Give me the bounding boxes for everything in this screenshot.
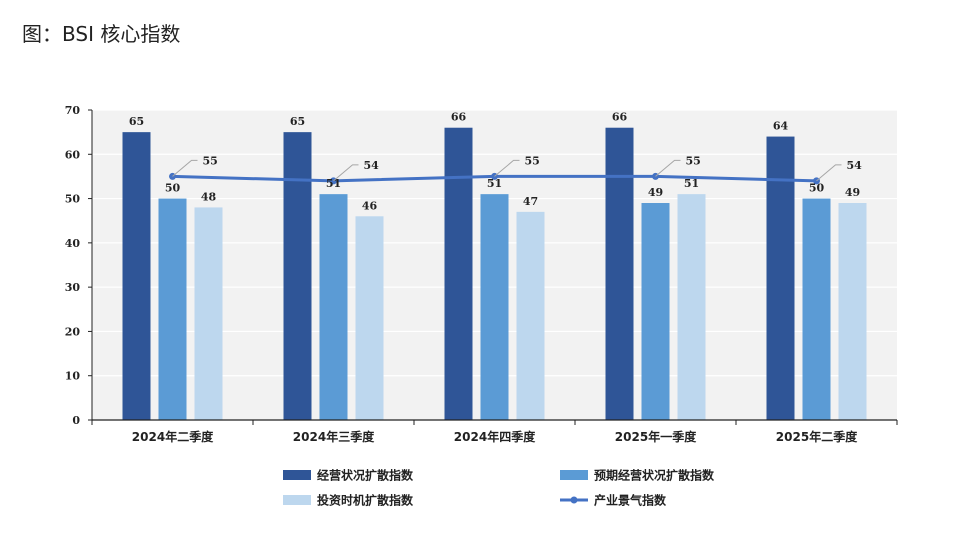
legend-swatch [283, 470, 311, 480]
figure-title: 图：BSI 核心指数 [22, 22, 181, 46]
bar [677, 194, 706, 420]
bar-data-label: 64 [773, 120, 789, 133]
legend-marker [570, 496, 578, 504]
y-tick-label: 0 [72, 414, 80, 427]
line-data-label: 54 [364, 159, 380, 172]
bar-data-label: 51 [326, 177, 341, 190]
line-data-label: 55 [203, 154, 218, 167]
bar-data-label: 51 [684, 177, 699, 190]
bar-data-label: 46 [362, 199, 378, 212]
legend-label: 投资时机扩散指数 [317, 493, 414, 508]
bar-data-label: 51 [487, 177, 502, 190]
y-tick-label: 50 [65, 193, 81, 206]
bar-data-label: 48 [201, 190, 217, 203]
bar-data-label: 47 [523, 195, 538, 208]
bar [480, 194, 509, 420]
x-tick-label: 2024年三季度 [293, 429, 375, 444]
bar [319, 194, 348, 420]
bar [355, 216, 384, 420]
bar [122, 132, 151, 420]
x-tick-label: 2024年二季度 [132, 429, 214, 444]
bar-data-label: 49 [845, 186, 860, 199]
bar [194, 207, 223, 420]
x-tick-label: 2024年四季度 [454, 429, 536, 444]
bar [283, 132, 312, 420]
bar-data-label: 65 [129, 115, 144, 128]
bar [766, 136, 795, 421]
bar [641, 203, 670, 420]
bar [158, 198, 187, 420]
line-data-label: 54 [847, 159, 863, 172]
legend-swatch [560, 470, 588, 480]
bar-data-label: 66 [612, 111, 628, 124]
legend-label: 预期经营状况扩散指数 [594, 468, 715, 483]
leader-line [494, 159, 520, 177]
y-tick-label: 60 [65, 148, 81, 161]
bar-data-label: 50 [165, 182, 181, 195]
bar-data-label: 50 [809, 182, 825, 195]
line-data-label: 55 [525, 154, 540, 167]
leader-line [655, 159, 681, 177]
legend-label: 产业景气指数 [594, 493, 667, 508]
bar [444, 127, 473, 420]
leader-line [333, 164, 359, 182]
line-data-label: 55 [686, 154, 701, 167]
bar-data-label: 66 [451, 111, 467, 124]
x-tick-label: 2025年一季度 [615, 429, 697, 444]
x-tick-label: 2025年二季度 [776, 429, 858, 444]
legend-label: 经营状况扩散指数 [317, 468, 414, 483]
leader-line [172, 159, 198, 177]
y-tick-label: 30 [65, 281, 81, 294]
bar [516, 211, 545, 420]
bar [802, 198, 831, 420]
bar [605, 127, 634, 420]
y-tick-label: 10 [65, 370, 81, 383]
y-tick-label: 40 [65, 237, 81, 250]
bar-data-label: 65 [290, 115, 305, 128]
bar [838, 203, 867, 420]
y-tick-label: 70 [65, 104, 81, 117]
leader-line [816, 164, 842, 182]
y-tick-label: 20 [65, 325, 81, 338]
legend-swatch [283, 495, 311, 505]
bar-data-label: 49 [648, 186, 663, 199]
